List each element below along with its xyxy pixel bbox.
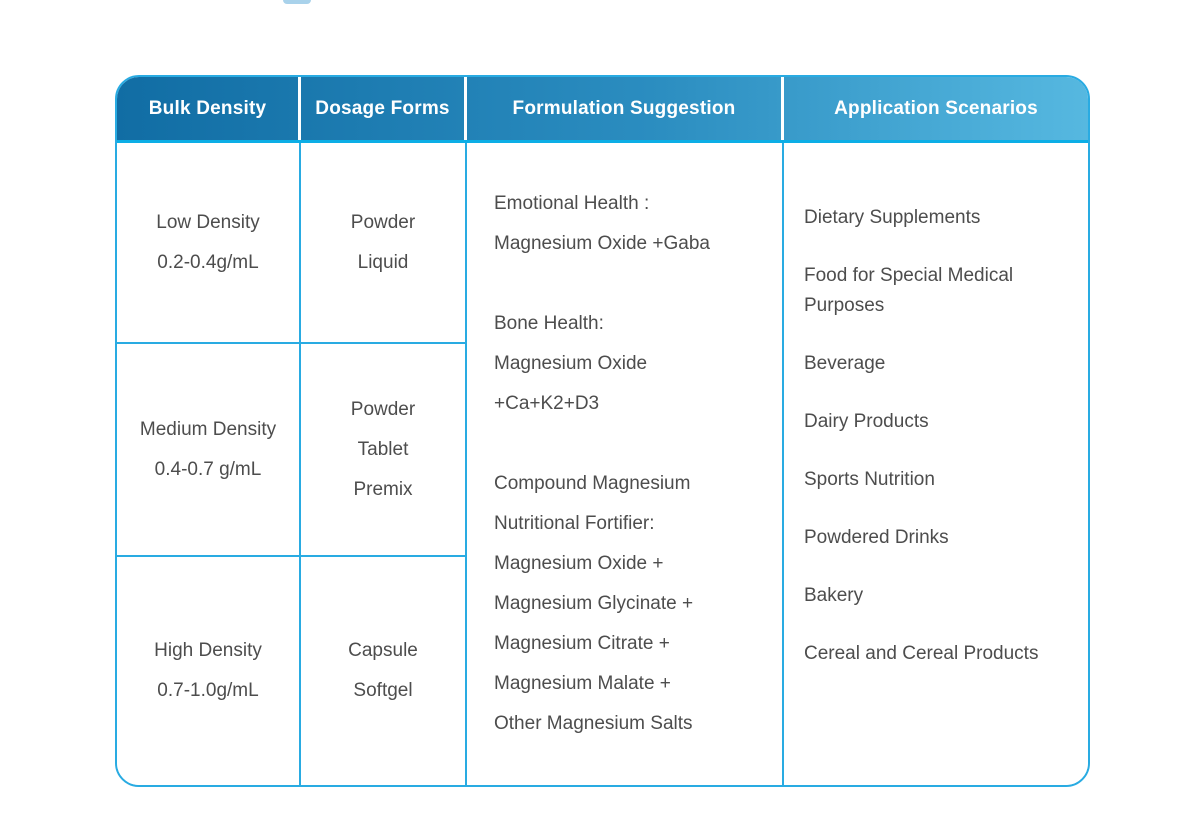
formulation-line: Bone Health: (494, 313, 604, 334)
header-bulk-density: Bulk Density (117, 77, 301, 140)
cell-application-scenarios: Dietary Supplements Food for Special Med… (784, 143, 1088, 785)
formulation-line: Magnesium Oxide + (494, 553, 664, 574)
application-item: Bakery (804, 585, 864, 606)
density-label: Medium Density (139, 418, 277, 440)
formulation-line: Emotional Health : (494, 193, 650, 214)
formulation-line: Compound Magnesium (494, 473, 691, 494)
formulation-line: Magnesium Glycinate + (494, 593, 694, 614)
cell-medium-density-forms: Powder Tablet Premix (301, 344, 467, 557)
formulation-line: Magnesium Oxide (494, 353, 648, 374)
dosage-form: Powder (350, 211, 416, 233)
magnesium-specification-table: Bulk Density Dosage Forms Formulation Su… (115, 75, 1090, 787)
header-formulation-suggestion: Formulation Suggestion (467, 77, 784, 140)
dosage-form: Liquid (357, 251, 409, 273)
cell-low-density: Low Density 0.2-0.4g/mL (117, 143, 301, 344)
table-header-row: Bulk Density Dosage Forms Formulation Su… (117, 77, 1088, 143)
cell-high-density: High Density 0.7-1.0g/mL (117, 557, 301, 785)
application-item: Dairy Products (804, 411, 929, 432)
formulation-line: Magnesium Citrate + (494, 633, 670, 654)
cell-high-density-forms: Capsule Softgel (301, 557, 467, 785)
dosage-form: Premix (353, 478, 413, 500)
formulation-line: Magnesium Malate + (494, 673, 671, 694)
header-application-scenarios: Application Scenarios (834, 97, 1038, 119)
formulation-line: Nutritional Fortifier: (494, 513, 655, 534)
cell-medium-density: Medium Density 0.4-0.7 g/mL (117, 344, 301, 557)
density-range: 0.7-1.0g/mL (157, 680, 259, 701)
formulation-line: +Ca+K2+D3 (494, 393, 600, 414)
application-item: Powdered Drinks (804, 527, 949, 548)
density-label: High Density (154, 640, 262, 661)
formulation-group-compound-magnesium: Compound Magnesium Nutritional Fortifier… (494, 464, 770, 744)
application-item: Beverage (804, 353, 886, 374)
application-item: Cereal and Cereal Products (804, 643, 1039, 664)
formulation-line: Other Magnesium Salts (494, 713, 693, 734)
cell-formulation-suggestion: Emotional Health : Magnesium Oxide +Gaba… (467, 143, 784, 785)
formulation-line: Magnesium Oxide +Gaba (494, 233, 710, 254)
cropped-graphic-sliver (283, 0, 311, 4)
application-item: Sports Nutrition (804, 469, 935, 490)
density-label: Low Density (156, 211, 260, 233)
dosage-form: Softgel (353, 680, 413, 701)
application-item: Dietary Supplements (804, 207, 981, 228)
cell-low-density-forms: Powder Liquid (301, 143, 467, 344)
density-range: 0.4-0.7 g/mL (154, 458, 262, 480)
dosage-form: Capsule (348, 640, 418, 661)
dosage-form: Powder (350, 398, 416, 420)
dosage-form: Tablet (357, 438, 409, 460)
formulation-group-emotional-health: Emotional Health : Magnesium Oxide +Gaba (494, 184, 770, 264)
formulation-group-bone-health: Bone Health: Magnesium Oxide +Ca+K2+D3 (494, 304, 770, 424)
density-range: 0.2-0.4g/mL (157, 251, 259, 273)
application-item: Food for Special Medical Purposes (804, 265, 1014, 316)
header-dosage-forms: Dosage Forms (301, 77, 467, 140)
